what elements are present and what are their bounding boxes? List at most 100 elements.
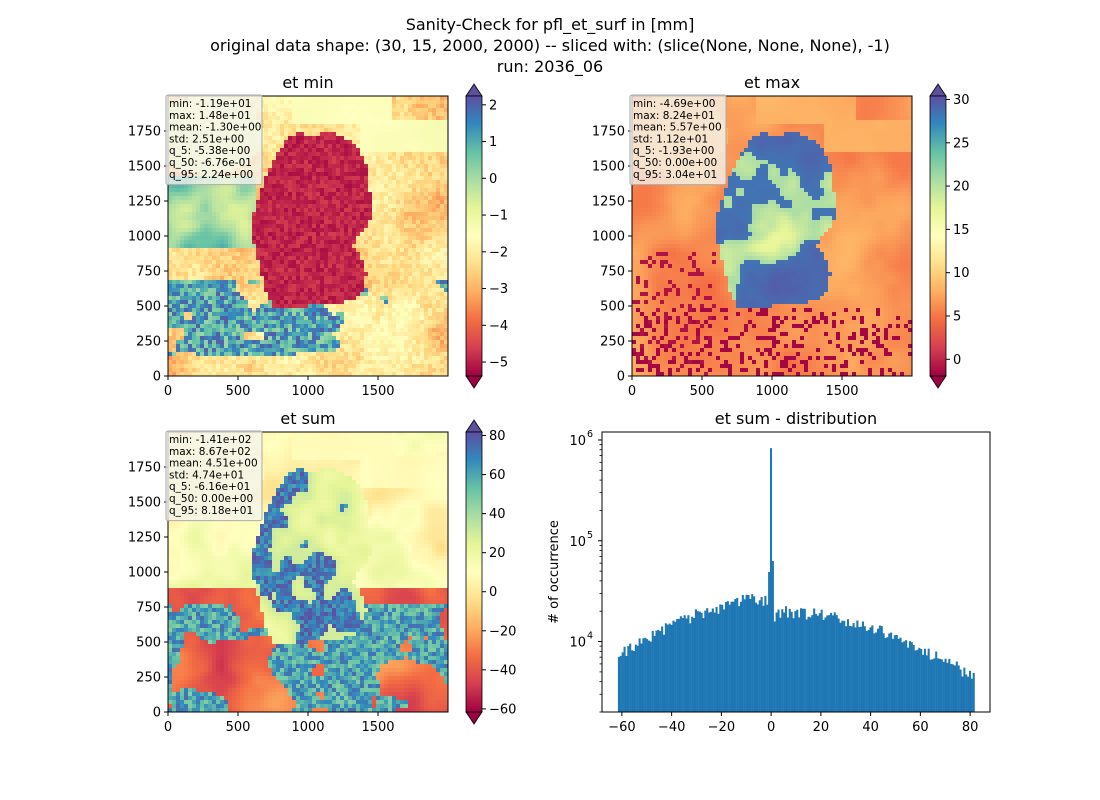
map-cell <box>172 300 177 305</box>
map-cell <box>200 204 205 209</box>
map-cell <box>192 260 197 265</box>
map-cell <box>308 204 313 209</box>
map-cell <box>352 264 357 269</box>
map-cell <box>212 208 217 213</box>
map-cell <box>392 360 397 365</box>
map-cell <box>168 372 173 377</box>
map-cell <box>276 344 281 349</box>
map-cell <box>232 244 237 249</box>
map-cell <box>380 288 385 293</box>
map-cell <box>340 284 345 289</box>
map-cell <box>192 192 197 197</box>
map-cell <box>312 212 317 217</box>
map-cell <box>368 348 373 353</box>
map-cell <box>428 296 433 301</box>
map-cell <box>304 196 309 201</box>
map-cell <box>296 356 301 361</box>
map-cell <box>268 124 273 129</box>
map-cell <box>424 332 429 337</box>
map-cell <box>340 288 345 293</box>
map-cell <box>228 332 233 337</box>
map-cell <box>408 116 413 121</box>
map-cell <box>412 356 417 361</box>
map-cell <box>360 108 365 113</box>
map-cell <box>404 116 409 121</box>
map-cell <box>180 352 185 357</box>
map-cell <box>356 132 361 137</box>
map-cell <box>248 220 253 225</box>
map-cell <box>380 348 385 353</box>
map-cell <box>352 368 357 373</box>
map-cell <box>272 348 277 353</box>
map-cell <box>360 320 365 325</box>
map-cell <box>348 176 353 181</box>
map-cell <box>428 240 433 245</box>
map-cell <box>252 228 257 233</box>
map-cell <box>276 248 281 253</box>
map-cell <box>440 216 445 221</box>
map-cell <box>264 200 269 205</box>
map-cell <box>340 208 345 213</box>
map-cell <box>248 292 253 297</box>
map-cell <box>408 348 413 353</box>
map-cell <box>404 360 409 365</box>
map-cell <box>232 276 237 281</box>
map-cell <box>248 248 253 253</box>
map-cell <box>216 352 221 357</box>
map-cell <box>428 360 433 365</box>
map-cell <box>424 328 429 333</box>
map-cell <box>260 296 265 301</box>
map-cell <box>220 352 225 357</box>
panel-et-max: et max 0 500 1000 1500 02505007501000125015… <box>592 73 970 399</box>
map-cell <box>308 112 313 117</box>
map-cell <box>392 132 397 137</box>
map-cell <box>372 288 377 293</box>
map-cell <box>300 220 305 225</box>
map-cell <box>272 336 277 341</box>
map-cell <box>444 156 449 161</box>
map-cell <box>216 328 221 333</box>
map-cell <box>440 292 445 297</box>
map-cell <box>424 148 429 153</box>
map-cell <box>184 252 189 257</box>
map-cell <box>312 152 317 157</box>
map-cell <box>356 264 361 269</box>
map-cell <box>348 292 353 297</box>
map-cell <box>388 320 393 325</box>
map-cell <box>216 184 221 189</box>
map-cell <box>312 172 317 177</box>
map-cell <box>172 336 177 341</box>
map-cell <box>380 260 385 265</box>
map-cell <box>356 300 361 305</box>
map-cell <box>220 208 225 213</box>
map-cell <box>344 312 349 317</box>
map-cell <box>416 192 421 197</box>
map-cell <box>392 276 397 281</box>
map-cell <box>308 292 313 297</box>
map-cell <box>404 364 409 369</box>
map-cell <box>224 340 229 345</box>
map-cell <box>416 116 421 121</box>
map-cell <box>180 292 185 297</box>
map-cell <box>204 356 209 361</box>
map-cell <box>232 220 237 225</box>
map-cell <box>428 140 433 145</box>
map-cell <box>180 184 185 189</box>
map-cell <box>388 372 393 377</box>
map-cell <box>408 100 413 105</box>
map-cell <box>396 184 401 189</box>
map-cell <box>224 300 229 305</box>
map-cell <box>412 96 417 101</box>
map-cell <box>280 320 285 325</box>
map-cell <box>360 252 365 257</box>
map-cell <box>424 160 429 165</box>
map-cell <box>192 360 197 365</box>
map-cell <box>336 320 341 325</box>
map-cell <box>216 200 221 205</box>
map-cell <box>196 216 201 221</box>
map-cell <box>360 200 365 205</box>
map-cell <box>244 340 249 345</box>
map-cell <box>268 200 273 205</box>
map-cell <box>284 108 289 113</box>
map-cell <box>428 160 433 165</box>
